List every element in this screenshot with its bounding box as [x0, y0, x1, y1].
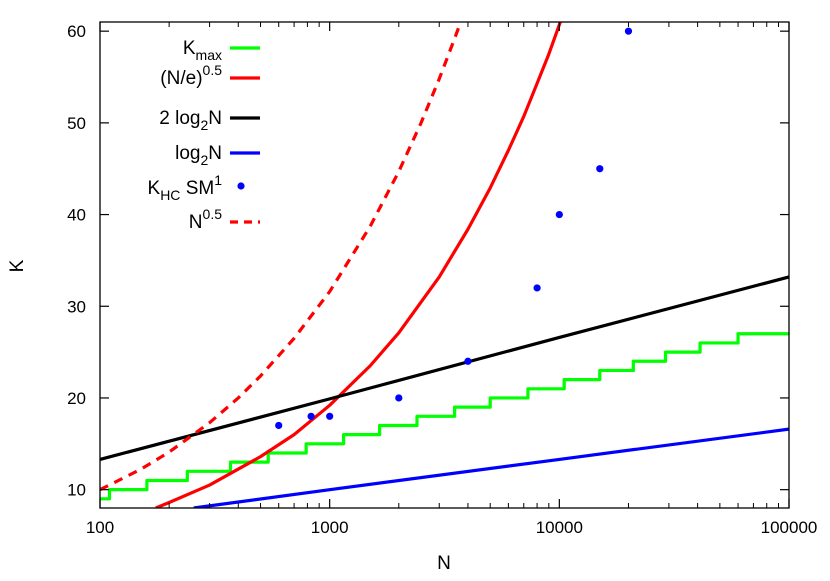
y-tick-label: 60: [67, 22, 86, 41]
scatter-point: [624, 27, 633, 35]
x-tick-label: 100: [86, 518, 114, 537]
legend-label: log2N: [175, 143, 222, 168]
scatter-point: [275, 421, 283, 430]
scatter-point: [395, 394, 403, 402]
y-tick-label: 20: [67, 389, 86, 408]
legend-label: (N/e)0.5: [160, 62, 222, 89]
x-tick-label: 100000: [761, 518, 818, 537]
scatter-point: [307, 412, 315, 420]
scatter-point: [596, 165, 604, 173]
scatter-point: [555, 210, 563, 219]
legend-label: N0.5: [189, 206, 222, 233]
y-tick-label: 10: [67, 481, 86, 500]
legend-item: (N/e)0.5: [160, 62, 260, 89]
plot-frame: [99, 21, 790, 509]
series-4: [275, 27, 633, 430]
series-line: [100, 332, 789, 501]
x-tick-label: 1000: [311, 518, 349, 537]
legend-item: KHC SM1: [148, 172, 245, 203]
scatter-point: [533, 284, 541, 292]
series-layer: [100, 22, 789, 508]
scatter-point: [464, 357, 472, 365]
legend: Kmax(N/e)0.5 2 log2N log2N KHC SM1 N0.5: [148, 38, 260, 233]
series-line: [193, 427, 789, 508]
axes-layer: 100 1000 10000 100000 10 20 30 40 50 60: [67, 22, 817, 537]
legend-label: KHC SM1: [148, 172, 223, 203]
y-axis-title: K: [7, 259, 28, 272]
y-tick-label: 50: [67, 114, 86, 133]
series-2: [100, 275, 789, 461]
legend-item: Kmax: [183, 38, 260, 63]
legend-item: log2N: [175, 143, 260, 168]
legend-label: 2 log2N: [159, 108, 222, 133]
series-line: [100, 275, 789, 461]
legend-sample: [237, 182, 245, 190]
legend-item: N0.5: [189, 206, 260, 233]
series-5: [100, 22, 463, 492]
x-axis-title: N: [437, 553, 451, 574]
series-line: [100, 22, 463, 492]
legend-item: 2 log2N: [159, 108, 260, 133]
y-tick-label: 40: [67, 206, 86, 225]
series-3: [193, 427, 789, 508]
series-line: [155, 22, 562, 508]
series-0: [100, 332, 789, 501]
legend-label: Kmax: [183, 38, 222, 63]
series-1: [155, 22, 562, 508]
y-tick-label: 30: [67, 297, 86, 316]
x-tick-label: 10000: [536, 518, 583, 537]
scatter-point: [326, 412, 334, 420]
